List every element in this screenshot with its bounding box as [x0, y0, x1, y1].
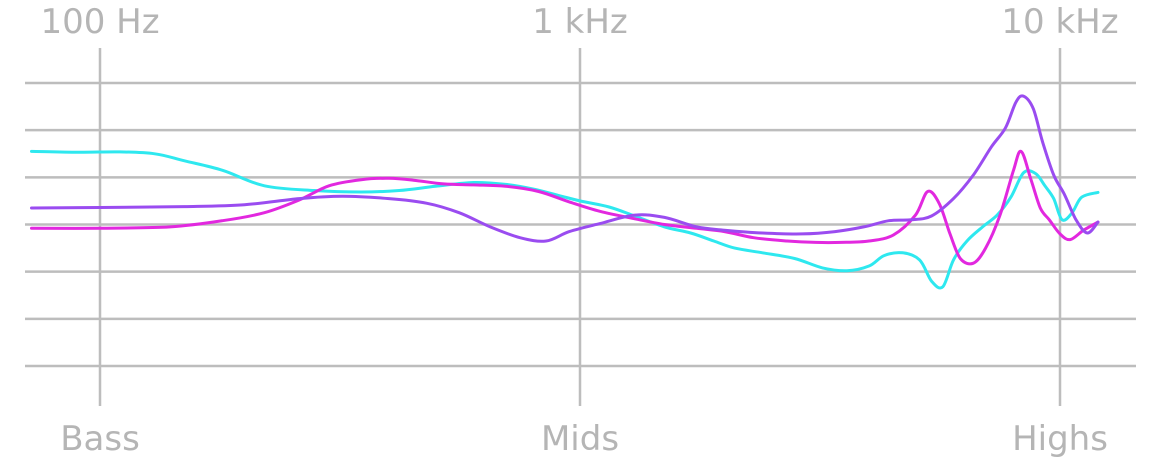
- series-line-2: [30, 94, 1100, 243]
- frequency-tick-labels: 100 Hz 1 kHz 10 kHz: [40, 2, 1118, 42]
- series-line-1: [30, 149, 1100, 266]
- band-label-bass: Bass: [60, 419, 140, 459]
- series-layer: [30, 94, 1100, 290]
- vertical-gridlines: [98, 48, 1062, 406]
- freq-tick-label-1: 1 kHz: [532, 2, 628, 42]
- band-label-highs: Highs: [1012, 419, 1108, 459]
- band-label-mids: Mids: [541, 419, 619, 459]
- freq-tick-label-2: 10 kHz: [1001, 2, 1118, 42]
- series-line-0: [30, 149, 1100, 290]
- freq-tick-label-0: 100 Hz: [40, 2, 159, 42]
- band-labels: Bass Mids Highs: [60, 419, 1108, 459]
